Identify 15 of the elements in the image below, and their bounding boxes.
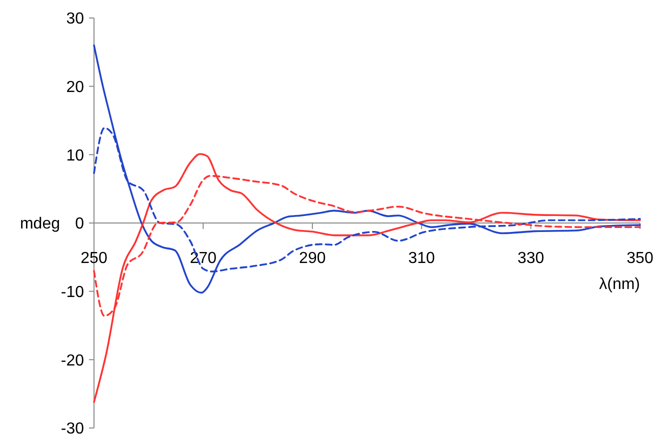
- y-axis-title: mdeg: [20, 216, 60, 233]
- y-tick-label: 10: [66, 147, 84, 164]
- x-tick-label: 250: [80, 250, 108, 267]
- x-tick-label: 290: [299, 250, 326, 267]
- x-tick-label: 310: [408, 250, 436, 267]
- x-tick-label: 350: [626, 250, 654, 267]
- x-tick-label: 270: [190, 250, 217, 267]
- y-tick-label: 30: [66, 10, 84, 28]
- y-tick-label: 20: [66, 78, 84, 96]
- y-tick-label: -30: [60, 420, 84, 435]
- x-axis-title: λ(nm): [599, 276, 640, 293]
- x-tick-label: 330: [517, 250, 544, 267]
- y-tick-label: 0: [75, 216, 84, 233]
- y-tick-label: -10: [60, 284, 84, 301]
- y-tick-label: -20: [60, 352, 84, 370]
